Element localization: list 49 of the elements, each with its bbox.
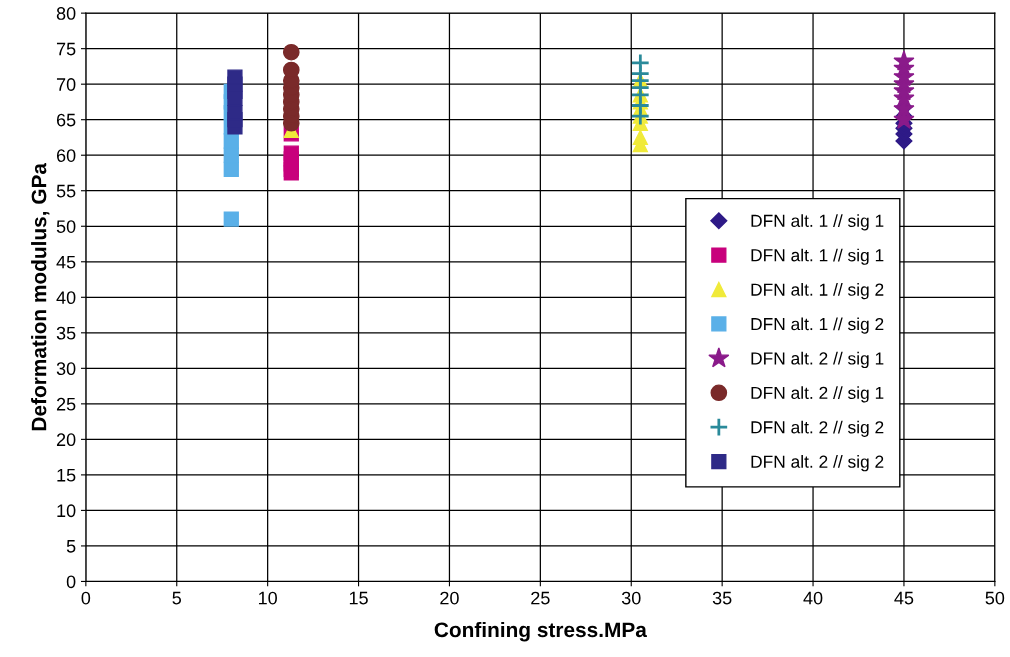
- x-tick-label: 35: [712, 591, 732, 605]
- x-tick-label: 45: [894, 591, 914, 605]
- y-tick-label: 65: [56, 113, 76, 127]
- y-tick-label: 45: [56, 255, 76, 269]
- point: [283, 145, 299, 161]
- x-tick-label: 40: [803, 591, 823, 605]
- legend-label: DFN alt. 1 // sig 1: [751, 214, 884, 231]
- point: [632, 129, 648, 146]
- x-tick-label: 20: [440, 591, 459, 605]
- point: [282, 43, 300, 61]
- y-tick-label: 40: [56, 291, 76, 305]
- legend-label: DFN alt. 1 // sig 2: [751, 283, 884, 300]
- x-tick-label: 5: [172, 591, 182, 605]
- point: [227, 104, 243, 121]
- x-tick-label: 15: [349, 591, 368, 605]
- point: [223, 133, 239, 149]
- y-tick-label: 25: [56, 397, 76, 411]
- x-tick-label: 50: [985, 591, 1005, 605]
- point: [227, 69, 243, 85]
- legend-label: DFN alt. 2 // sig 2: [751, 455, 884, 472]
- x-tick-label: 25: [531, 591, 550, 605]
- point: [223, 211, 239, 227]
- y-tick-label: 75: [56, 42, 76, 56]
- y-tick-label: 0: [66, 575, 76, 589]
- y-tick-label: 20: [56, 433, 76, 447]
- legend-label: DFN alt. 1 // sig 2: [751, 317, 884, 334]
- y-tick-label: 30: [56, 362, 76, 376]
- point: [630, 53, 651, 73]
- legend-label: DFN alt. 2 // sig 1: [751, 386, 884, 403]
- legend-label: DFN alt. 1 // sig 1: [751, 248, 884, 265]
- x-tick-label: 30: [621, 591, 641, 605]
- x-tick-label: 0: [81, 591, 91, 605]
- point: [223, 147, 239, 163]
- point: [893, 50, 915, 71]
- legend-label: DFN alt. 2 // sig 1: [751, 351, 884, 369]
- y-tick-label: 55: [56, 184, 76, 198]
- x-tick-label: 10: [258, 591, 277, 605]
- y-tick-label: 80: [56, 7, 76, 20]
- y-tick-label: 5: [66, 540, 76, 553]
- y-tick-label: 10: [57, 504, 76, 518]
- y-tick-label: 50: [56, 220, 76, 233]
- y-tick-label: 60: [56, 149, 76, 162]
- y-tick-label: 15: [57, 469, 76, 482]
- x-axis-title: Confining stress.MPa: [434, 621, 647, 642]
- legend-label: DFN alt. 2 // sig 2: [751, 420, 884, 437]
- y-tick-label: 35: [56, 326, 76, 340]
- y-tick-label: 70: [56, 78, 76, 91]
- y-axis-title: Deformation modulus, GPa: [31, 162, 50, 431]
- point: [223, 161, 239, 178]
